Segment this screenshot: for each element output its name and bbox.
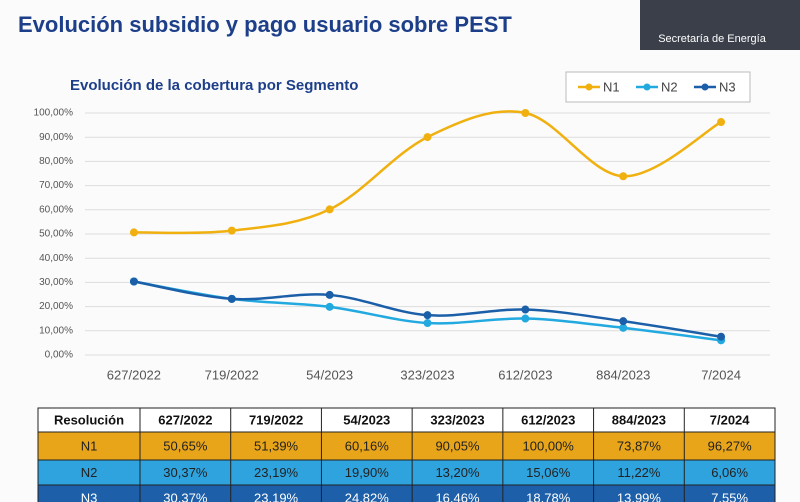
x-tick-label: 612/2023 — [498, 367, 552, 382]
table-cell: 13,20% — [435, 465, 480, 480]
data-point — [129, 277, 138, 286]
data-point — [423, 319, 432, 328]
y-tick-label: 100,00% — [34, 108, 74, 119]
data-point — [619, 172, 628, 181]
data-point — [717, 332, 726, 341]
x-tick-label: 884/2023 — [596, 367, 650, 382]
data-point — [325, 302, 334, 311]
table-column-header: 612/2023 — [521, 412, 575, 427]
legend-marker — [585, 83, 593, 91]
table-cell: 6,06% — [711, 465, 748, 480]
table-cell: 18,78% — [526, 490, 571, 502]
slide-title: Evolución subsidio y pago usuario sobre … — [18, 12, 512, 37]
table-row — [37, 484, 776, 502]
table-cell: 15,06% — [526, 465, 571, 480]
table-row-label: N2 — [81, 465, 98, 480]
x-tick-label: 54/2023 — [306, 367, 353, 382]
data-point — [717, 118, 726, 127]
table-row-label: N3 — [81, 490, 98, 502]
data-point — [521, 305, 530, 314]
chart-title: Evolución de la cobertura por Segmento — [70, 77, 358, 94]
data-point — [325, 290, 334, 299]
y-tick-label: 10,00% — [39, 325, 73, 336]
table-cell: 51,39% — [254, 438, 299, 453]
table-cell: 24,82% — [345, 490, 390, 502]
table-cell: 30,37% — [163, 465, 208, 480]
x-tick-label: 627/2022 — [107, 367, 161, 382]
table-cell: 100,00% — [523, 438, 575, 453]
data-point — [227, 294, 236, 303]
table-column-header: 719/2022 — [249, 412, 303, 427]
table-cell: 73,87% — [617, 438, 662, 453]
table-cell: 7,55% — [711, 490, 748, 502]
data-point — [521, 109, 530, 117]
table-column-header: 54/2023 — [343, 412, 390, 427]
data-point — [129, 228, 138, 237]
data-point — [423, 133, 432, 142]
y-tick-label: 40,00% — [39, 253, 73, 264]
video-caption: Secretaría de Energía — [658, 33, 767, 45]
table-cell: 23,19% — [254, 465, 299, 480]
table-cell: 30,37% — [163, 490, 208, 502]
data-point — [423, 311, 432, 320]
y-tick-label: 0,00% — [45, 350, 73, 361]
table-cell: 13,99% — [617, 490, 662, 502]
legend-label: N1 — [603, 79, 620, 94]
y-tick-label: 20,00% — [39, 301, 73, 312]
data-point — [619, 323, 628, 332]
table-row-label: N1 — [81, 438, 98, 453]
y-tick-label: 60,00% — [39, 204, 73, 215]
table-column-header: 323/2023 — [430, 412, 484, 427]
table-column-header: 7/2024 — [710, 412, 751, 427]
y-tick-label: 90,00% — [39, 132, 73, 143]
table-cell: 50,65% — [163, 438, 208, 453]
legend-label: N2 — [661, 79, 678, 94]
x-tick-label: 719/2022 — [205, 367, 259, 382]
data-point — [227, 226, 236, 235]
y-tick-label: 30,00% — [39, 277, 73, 288]
table-column-header: 627/2022 — [158, 412, 212, 427]
table-cell: 16,46% — [435, 490, 480, 502]
table-cell: 96,27% — [708, 438, 753, 453]
data-point — [619, 317, 628, 326]
legend-marker — [643, 83, 651, 91]
y-tick-label: 80,00% — [39, 156, 73, 167]
legend-label: N3 — [719, 79, 736, 94]
table-cell: 90,05% — [435, 438, 480, 453]
table-row — [37, 459, 776, 486]
y-tick-label: 50,00% — [39, 229, 73, 240]
legend-marker — [701, 83, 709, 91]
x-tick-label: 7/2024 — [701, 367, 741, 382]
table-row — [37, 431, 776, 461]
table-column-header: 884/2023 — [612, 412, 666, 427]
table-cell: 19,90% — [345, 465, 390, 480]
table-header-row — [37, 407, 776, 433]
table-cell: 60,16% — [345, 438, 390, 453]
table-header: Resolución — [54, 412, 124, 427]
x-tick-label: 323/2023 — [400, 367, 454, 382]
table-cell: 23,19% — [254, 490, 299, 502]
data-point — [325, 205, 334, 214]
y-tick-label: 70,00% — [39, 180, 73, 191]
video-thumbnail — [640, 0, 800, 50]
data-point — [521, 314, 530, 323]
table-cell: 11,22% — [617, 465, 661, 480]
